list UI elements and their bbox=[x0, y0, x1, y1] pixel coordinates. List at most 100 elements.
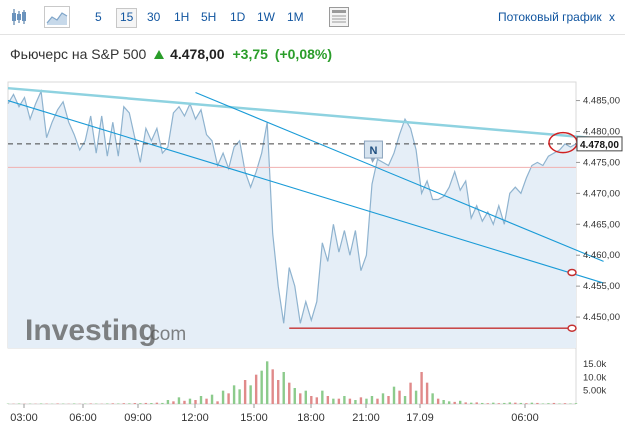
watermark-suffix: .com bbox=[145, 324, 186, 345]
volume-bar bbox=[425, 382, 429, 404]
x-tick-label: 12:00 bbox=[181, 412, 209, 424]
y-tick-label: 4.475,00 bbox=[583, 157, 620, 168]
timeframe-15[interactable]: 15 bbox=[116, 8, 138, 28]
volume-bar bbox=[398, 390, 401, 404]
volume-bar bbox=[442, 400, 445, 404]
timeframe-1d[interactable]: 1D bbox=[230, 10, 246, 24]
volume-bar bbox=[464, 402, 467, 404]
streaming-chart-link[interactable]: Потоковый график x bbox=[498, 10, 615, 24]
volume-bar bbox=[310, 396, 313, 404]
volume-bar bbox=[381, 393, 385, 404]
volume-bar bbox=[492, 402, 495, 404]
resistance-line[interactable] bbox=[195, 92, 604, 262]
volume-bar bbox=[293, 388, 296, 404]
trend-end-handle[interactable] bbox=[567, 268, 577, 277]
volume-bar bbox=[89, 403, 92, 404]
volume-bar bbox=[128, 403, 131, 404]
price-change-percent: (+0,08%) bbox=[274, 46, 333, 62]
volume-bar bbox=[227, 393, 230, 404]
volume-bar bbox=[271, 369, 274, 404]
y-tick-label: 4.480,00 bbox=[583, 126, 620, 137]
volume-bar bbox=[232, 385, 236, 404]
volume-bar bbox=[431, 393, 434, 404]
price-change: +3,75 bbox=[232, 46, 268, 62]
volume-tick-label: 10.0k bbox=[583, 372, 606, 383]
chart-toolbar: 5 15 30 1H 5H 1D 1W 1M Потоковый график … bbox=[0, 0, 625, 35]
volume-bar bbox=[161, 402, 164, 404]
x-tick-label: 21:00 bbox=[352, 412, 380, 424]
volume-bar bbox=[541, 403, 545, 404]
volume-bar bbox=[326, 396, 330, 404]
volume-bar bbox=[133, 403, 137, 404]
volume-bar bbox=[458, 400, 462, 404]
volume-bar bbox=[343, 396, 346, 404]
volume-bar bbox=[199, 396, 203, 404]
y-tick-label: 4.470,00 bbox=[583, 188, 620, 199]
volume-bar bbox=[530, 402, 534, 404]
quote-header: Фьючерс на S&P 500 4.478,00 +3,75 (+0,08… bbox=[10, 46, 332, 62]
volume-bar bbox=[210, 394, 214, 404]
y-tick-label: 4.455,00 bbox=[583, 281, 620, 292]
timeframe-1w[interactable]: 1W bbox=[257, 10, 275, 24]
volume-bar bbox=[194, 400, 197, 404]
volume-bar bbox=[238, 389, 241, 404]
volume-bar bbox=[348, 398, 352, 404]
volume-tick-label: 15.0k bbox=[583, 359, 606, 370]
low-line-handle[interactable] bbox=[567, 324, 577, 332]
volume-bar bbox=[106, 403, 109, 404]
volume-bar bbox=[111, 403, 114, 404]
area-chart-icon[interactable] bbox=[44, 6, 70, 28]
timeframe-30[interactable]: 30 bbox=[147, 10, 161, 24]
volume-bar bbox=[265, 361, 269, 404]
volume-bar bbox=[519, 402, 523, 404]
volume-bar bbox=[359, 397, 363, 404]
table-icon[interactable] bbox=[328, 6, 350, 28]
support-line[interactable] bbox=[7, 100, 604, 284]
timeframe-1h[interactable]: 1H bbox=[174, 10, 190, 24]
volume-bar bbox=[497, 403, 500, 404]
volume-bar bbox=[503, 402, 506, 404]
timeframe-5h[interactable]: 5H bbox=[201, 10, 217, 24]
volume-bar bbox=[155, 402, 159, 404]
volume-bar bbox=[470, 402, 473, 404]
close-icon[interactable]: x bbox=[609, 10, 615, 24]
timeframe-5[interactable]: 5 bbox=[95, 10, 102, 24]
volume-bar bbox=[315, 397, 319, 404]
volume-bar bbox=[370, 396, 374, 404]
volume-bar bbox=[447, 401, 451, 404]
x-tick-label: 15:00 bbox=[240, 412, 268, 424]
volume-bar bbox=[525, 403, 528, 404]
volume-bar bbox=[558, 403, 561, 404]
volume-bar bbox=[536, 402, 539, 404]
instrument-name: Фьючерс на S&P 500 bbox=[10, 46, 147, 62]
volume-bar bbox=[254, 374, 258, 404]
volume-bar bbox=[139, 403, 142, 404]
volume-bar bbox=[321, 390, 324, 404]
volume-bar bbox=[365, 398, 368, 404]
volume-bar bbox=[17, 403, 21, 404]
volume-bar bbox=[475, 402, 478, 404]
volume-bar bbox=[288, 382, 291, 404]
x-tick-label: 06:00 bbox=[511, 412, 539, 424]
volume-bar bbox=[205, 398, 208, 404]
volume-bar bbox=[376, 398, 379, 404]
timeframe-1m[interactable]: 1M bbox=[287, 10, 304, 24]
x-tick-label: 06:00 bbox=[69, 412, 97, 424]
volume-bar bbox=[436, 398, 440, 404]
volume-bar bbox=[574, 403, 578, 404]
volume-bar bbox=[354, 400, 357, 404]
volume-bar bbox=[56, 403, 59, 404]
volume-bar bbox=[177, 397, 181, 404]
arrow-up-icon bbox=[154, 50, 165, 59]
x-tick-label: 17.09 bbox=[406, 412, 434, 424]
channel-top[interactable] bbox=[7, 86, 604, 141]
volume-bar bbox=[569, 403, 572, 404]
candlestick-icon[interactable] bbox=[8, 6, 30, 28]
volume-bar bbox=[486, 403, 489, 404]
volume-bar bbox=[299, 393, 302, 404]
volume-tick-label: 5.00k bbox=[583, 386, 606, 397]
volume-bar bbox=[337, 398, 341, 404]
volume-bar bbox=[144, 402, 148, 404]
volume-bar bbox=[183, 400, 186, 404]
